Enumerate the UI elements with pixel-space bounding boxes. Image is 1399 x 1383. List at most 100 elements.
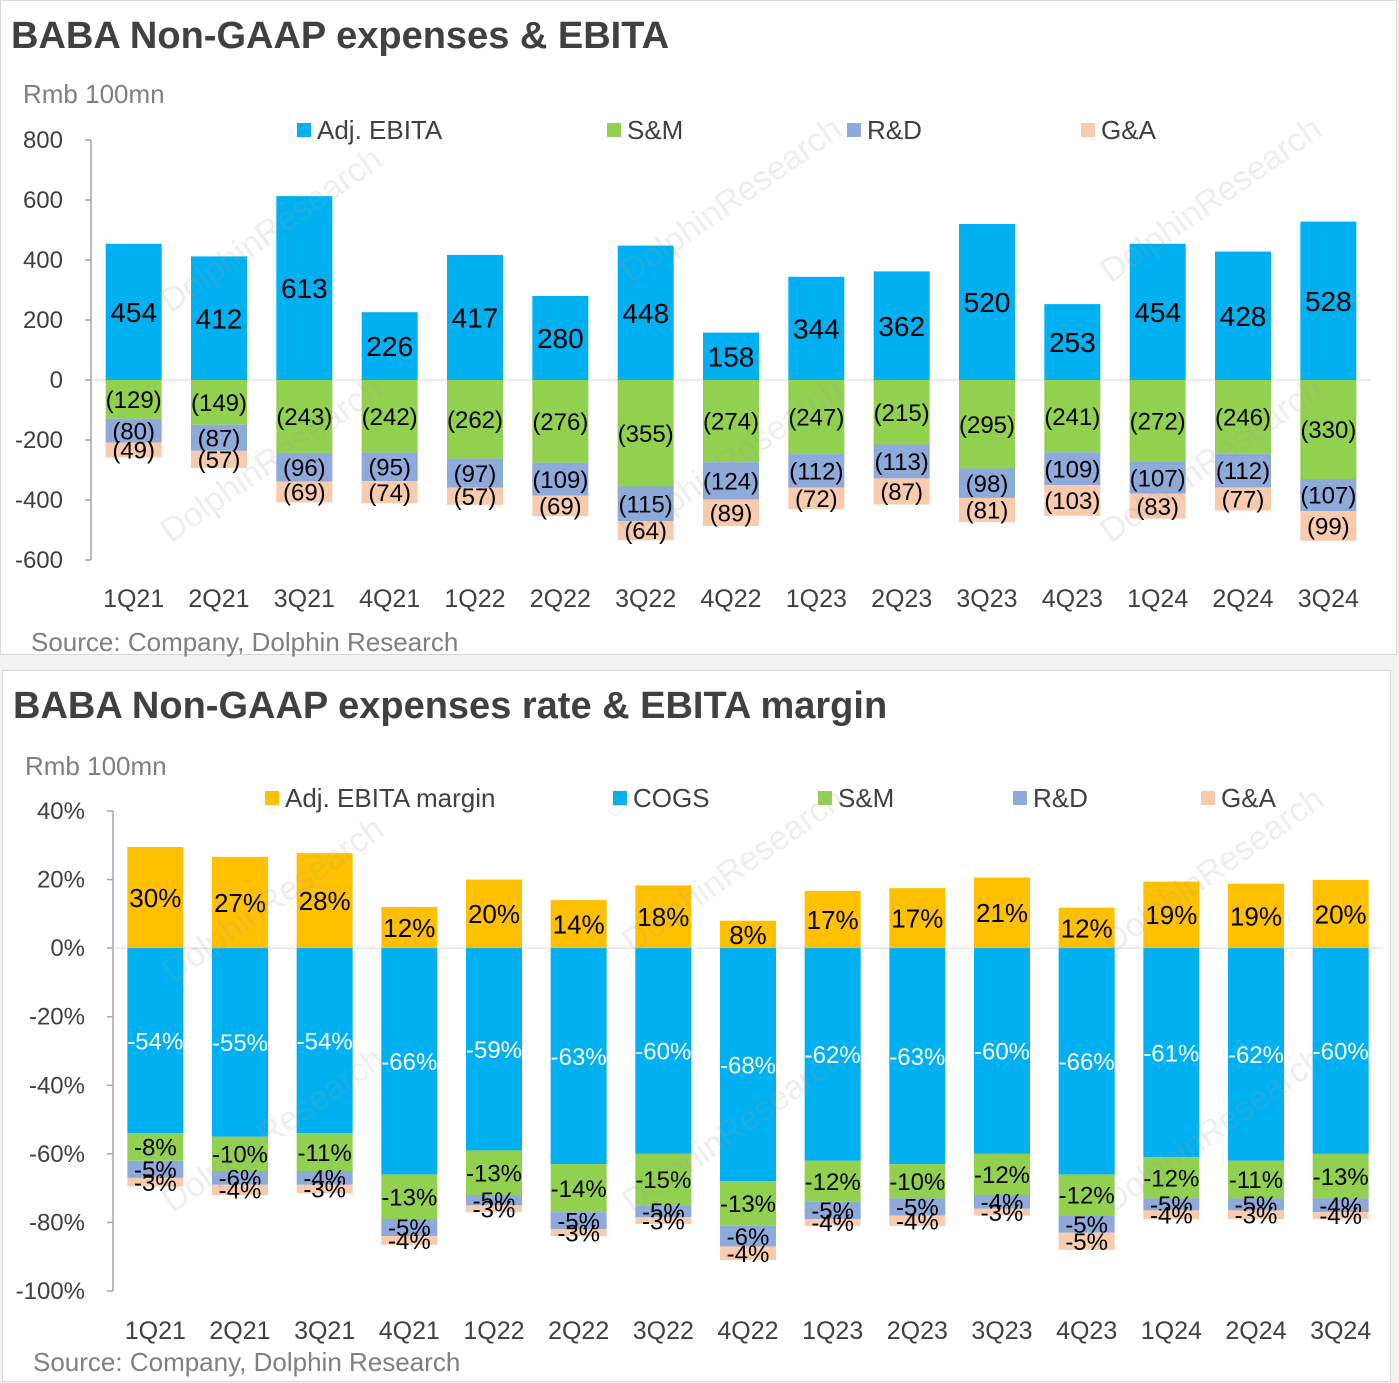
bar-segment-g-a <box>381 1236 438 1245</box>
bar-segment-g-a <box>804 1219 861 1226</box>
bar-segment-adj-ebita <box>532 296 589 380</box>
bar-segment-s-m <box>617 380 674 487</box>
data-label: 417 <box>452 303 499 334</box>
legend-label: S&M <box>838 783 894 813</box>
y-tick-label: 0 <box>50 367 63 394</box>
legend-label: G&A <box>1101 115 1157 145</box>
data-label: 454 <box>110 297 157 328</box>
bar-segment-cogs <box>381 948 438 1175</box>
data-label: -60% <box>974 1039 1030 1066</box>
data-label: 30% <box>129 883 181 913</box>
legend-swatch <box>265 791 279 805</box>
bar-segment-cogs <box>1058 948 1115 1175</box>
data-label: 454 <box>1134 297 1181 328</box>
data-label: -63% <box>551 1044 607 1071</box>
x-tick-label: 3Q21 <box>274 585 335 613</box>
bar-segment-cogs <box>804 948 861 1161</box>
bar-segment-adj-ebita-margin <box>127 847 184 949</box>
bar-segment-s-m <box>703 380 759 463</box>
bar-segment-adj-ebita <box>959 224 1015 380</box>
bar-segment-s-m <box>1058 1174 1115 1216</box>
data-label: (109) <box>1044 456 1100 483</box>
x-tick-label: 3Q23 <box>956 585 1017 613</box>
bar-segment-r-d <box>532 462 589 496</box>
data-label: -4% <box>1150 1202 1193 1229</box>
legend-label: G&A <box>1221 783 1277 813</box>
data-label: (96) <box>283 455 326 482</box>
chart-title: BABA Non-GAAP expenses & EBITA <box>11 15 670 57</box>
data-label: -4% <box>1319 1203 1362 1230</box>
bar-segment-g-a <box>212 1184 268 1195</box>
x-tick-label: 1Q22 <box>444 585 505 613</box>
x-tick-label: 4Q21 <box>359 585 420 613</box>
data-label: (247) <box>788 405 844 432</box>
y-tick-label: -100% <box>16 1278 85 1305</box>
bar-segment-s-m <box>1129 380 1186 462</box>
data-label: (64) <box>624 518 667 545</box>
y-tick-label: 0% <box>50 935 85 962</box>
x-tick-label: 2Q22 <box>530 585 591 613</box>
bar-segment-g-a <box>191 450 247 468</box>
y-tick-label: 200 <box>23 307 63 334</box>
data-label: -13% <box>466 1160 522 1187</box>
bar-segment-g-a <box>889 1215 946 1226</box>
data-label: (276) <box>532 409 588 436</box>
x-tick-label: 3Q21 <box>294 1317 355 1345</box>
data-label: -6% <box>727 1224 770 1251</box>
y-tick-label: 400 <box>23 247 63 274</box>
data-label: -5% <box>1065 1229 1108 1256</box>
data-label: 528 <box>1305 286 1352 317</box>
legend-label: S&M <box>627 115 683 145</box>
bar-segment-cogs <box>1228 948 1284 1161</box>
data-label: -14% <box>551 1176 607 1203</box>
bar-segment-s-m <box>889 1164 946 1199</box>
bar-segment-s-m <box>1143 1157 1200 1199</box>
x-tick-label: 4Q21 <box>379 1317 440 1345</box>
unit-label: Rmb 100mn <box>25 751 167 781</box>
data-label: (330) <box>1300 417 1356 444</box>
y-tick-label: -400 <box>15 487 63 514</box>
data-label: 520 <box>964 287 1011 318</box>
legend-swatch <box>818 791 832 805</box>
bar-segment-r-d <box>1215 453 1271 488</box>
bar-segment-cogs <box>889 948 946 1165</box>
data-label: (107) <box>1300 483 1356 510</box>
bar-segment-adj-ebita <box>617 245 674 380</box>
bar-segment-cogs <box>720 948 776 1182</box>
data-label: -10% <box>212 1141 268 1168</box>
data-label: (113) <box>875 449 929 476</box>
data-label: -54% <box>297 1028 353 1055</box>
bar-segment-adj-ebita <box>788 276 845 380</box>
data-label: -4% <box>811 1210 854 1237</box>
bar-segment-r-d <box>1129 461 1186 494</box>
data-label: 12% <box>1061 913 1113 943</box>
legend-swatch <box>1081 123 1095 137</box>
data-label: (112) <box>789 459 843 486</box>
chart-canvas-margin: 40% 20% 0% -20% -40% -60% -80% -100% 30% -54% -8% -… <box>16 783 1383 1345</box>
data-label: -62% <box>1228 1042 1284 1069</box>
data-label: 17% <box>891 904 943 934</box>
x-tick-label: 3Q22 <box>633 1317 694 1345</box>
bar-segment-adj-ebita-margin <box>1312 879 1369 949</box>
bar-segment-adj-ebita-margin <box>296 853 353 949</box>
data-label: -4% <box>388 1228 431 1255</box>
data-label: -3% <box>473 1196 516 1223</box>
bar-segment-adj-ebita <box>105 243 162 380</box>
bar-segment-s-m <box>361 380 418 453</box>
data-label: 253 <box>1049 327 1096 358</box>
data-label: -62% <box>805 1042 861 1069</box>
x-tick-label: 2Q21 <box>188 585 249 613</box>
legend-swatch <box>847 123 861 137</box>
bar-segment-r-d <box>788 454 845 488</box>
bar-segment-adj-ebita-margin <box>720 920 776 949</box>
data-label: (109) <box>532 467 588 494</box>
bar-segment-r-d <box>1228 1198 1284 1211</box>
bar-segment-s-m <box>466 1150 522 1195</box>
data-label: 28% <box>299 886 351 916</box>
bar-segment-g-a <box>1129 493 1186 519</box>
chart-panel-margin: BABA Non-GAAP expenses rate & EBITA marg… <box>2 670 1391 1382</box>
data-label: -66% <box>1059 1049 1115 1076</box>
bar-segment-adj-ebita <box>873 271 930 380</box>
legend-label: Adj. EBITA <box>317 115 443 145</box>
bar-segment-cogs <box>212 948 268 1137</box>
